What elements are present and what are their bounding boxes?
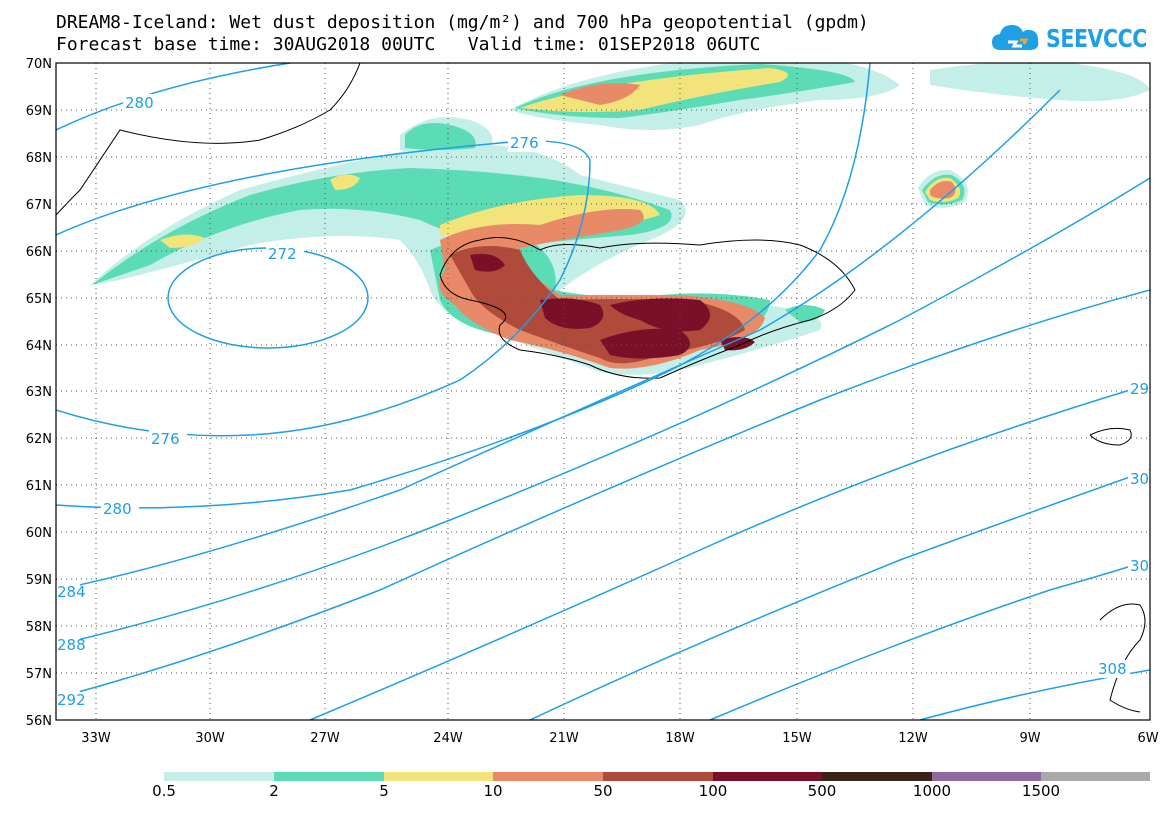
colorbar-label: 1000 — [912, 782, 952, 800]
logo-text: SEEVCCC — [1046, 23, 1147, 53]
contour-label: 308 — [1098, 660, 1127, 678]
lon-label: 33W — [81, 731, 111, 746]
colorbar-label: 2 — [269, 782, 279, 800]
colorbar-label: 10 — [483, 782, 503, 800]
map-title: DREAM8-Iceland: Wet dust deposition (mg/… — [56, 12, 869, 33]
contour-label: 276 — [510, 134, 539, 152]
contour-label: 292 — [57, 691, 86, 709]
lat-label: 58N — [26, 620, 52, 635]
lon-label: 18W — [665, 731, 695, 746]
contour-label: 276 — [151, 430, 180, 448]
lat-label: 69N — [26, 104, 52, 119]
lat-label: 57N — [26, 667, 52, 682]
lat-label: 65N — [26, 292, 52, 307]
lon-label: 15W — [782, 731, 812, 746]
lon-label: 6W — [1137, 731, 1158, 746]
colorbar-swatch — [1041, 772, 1150, 781]
colorbar-label: 50 — [593, 782, 613, 800]
lat-label: 61N — [26, 479, 52, 494]
lon-label: 30W — [195, 731, 225, 746]
colorbar-swatch — [713, 772, 822, 781]
lat-label: 67N — [26, 198, 52, 213]
contour-label: 30 — [1130, 557, 1149, 575]
lat-label: 63N — [26, 385, 52, 400]
colorbar-swatch — [493, 772, 603, 781]
colorbar-swatch — [932, 772, 1041, 781]
contour-label: 30 — [1130, 470, 1149, 488]
latitude-labels: 70N 69N 68N 67N 66N 65N 64N 63N 62N 61N … — [26, 57, 52, 729]
contour-label: 272 — [268, 245, 297, 263]
lat-label: 62N — [26, 432, 52, 447]
contour-label: 280 — [125, 94, 154, 112]
contour-label: 280 — [103, 500, 132, 518]
lon-label: 9W — [1019, 731, 1040, 746]
lat-label: 60N — [26, 526, 52, 541]
lat-label: 66N — [26, 245, 52, 260]
colorbar-label: 0.5 — [152, 782, 176, 800]
lat-label: 70N — [26, 57, 52, 72]
lat-label: 64N — [26, 339, 52, 354]
lat-label: 56N — [26, 714, 52, 729]
colorbar-swatch — [274, 772, 384, 781]
lon-label: 21W — [549, 731, 579, 746]
colorbar-label: 5 — [379, 782, 389, 800]
colorbar-swatch — [164, 772, 274, 781]
map-frame — [55, 62, 1151, 721]
cloud-icon — [992, 25, 1039, 50]
seevccc-logo: SEEVCCC — [990, 18, 1169, 58]
contour-label: 284 — [57, 583, 86, 601]
forecast-times: Forecast base time: 30AUG2018 00UTC Vali… — [56, 34, 761, 55]
colorbar-label: 1500 — [1021, 782, 1061, 800]
colorbar-swatch — [603, 772, 713, 781]
lon-label: 24W — [433, 731, 463, 746]
lat-label: 68N — [26, 151, 52, 166]
coastlines — [56, 63, 1146, 713]
contour-label: 288 — [57, 636, 86, 654]
lon-label: 12W — [898, 731, 928, 746]
colorbar-label: 100 — [698, 782, 728, 800]
colorbar-label: 500 — [807, 782, 837, 800]
contour-labels: 280 276 272 276 280 284 288 292 29 30 30… — [56, 94, 1150, 709]
lon-label: 27W — [310, 731, 340, 746]
geopotential-contours — [56, 63, 1150, 720]
dust-deposition-field — [90, 63, 1150, 375]
colorbar-swatch — [822, 772, 932, 781]
contour-label: 29 — [1130, 380, 1149, 398]
lat-label: 59N — [26, 573, 52, 588]
longitude-labels: 33W 30W 27W 24W 21W 18W 15W 12W 9W 6W — [81, 731, 1158, 746]
colorbar-swatch — [384, 772, 493, 781]
